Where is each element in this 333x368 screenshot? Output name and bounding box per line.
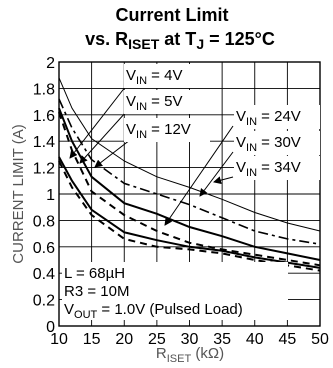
annotation-label-vin5: VIN = 5V [126,93,182,113]
y-tick-label: 2 [46,55,55,72]
x-tick-labels: 10 15 20 25 30 35 40 45 50 [50,331,329,348]
x-tick-label: 25 [148,331,166,348]
annotation-arrow-vin12 [94,139,131,168]
y-tick-label: 0.4 [33,266,55,283]
plot-frame [58,61,321,327]
annotation-bg-vin34 [234,156,320,180]
series-line-vin5v [58,156,321,269]
series-line-vin34v [58,77,321,232]
x-tick-label: 50 [311,331,329,348]
x-axis-label: RISET (kΩ) [156,345,224,365]
annotation-label-vin30: VIN = 30V [236,134,301,154]
y-tick-label: 0.2 [33,293,55,310]
annotation-arrow-vin34 [213,176,234,185]
x-tick-label: 35 [213,331,231,348]
y-tick-label: 0.8 [33,213,55,230]
annotation-arrow-vin5 [79,111,127,164]
annotation-label-vin34: VIN = 34V [236,159,301,179]
annotation-bg-vin24 [234,105,320,129]
y-tick-label: 0.6 [33,240,55,257]
chart-title-line1: Current Limit [115,5,228,25]
series-line-vin12v [58,111,321,267]
annotation-bg-vin5 [124,90,210,114]
x-tick-label: 15 [83,331,101,348]
y-tick-label: 0 [46,319,55,336]
annotation-arrow-vin24 [164,125,234,226]
condition-resistor: R3 = 10M [64,283,129,300]
x-tick-label: 45 [278,331,296,348]
conditions-background [62,262,288,320]
condition-inductor: L = 68µH [64,265,125,282]
annotation-label-vin24: VIN = 24V [236,108,301,128]
y-axis-label: CURRENT LIMIT (A) [10,124,27,263]
x-tick-label: 20 [115,331,133,348]
annotation-label-vin4: VIN = 4V [126,67,182,87]
annotation-bg-vin4 [124,64,210,88]
y-tick-label: 1.6 [33,108,55,125]
y-tick-label: 1.4 [33,134,55,151]
y-tick-label: 1.2 [33,161,55,178]
y-tick-label: 1.8 [33,81,55,98]
y-tick-labels: 0 0.2 0.4 0.6 0.8 1 1.2 1.4 1.6 1.8 2 [33,55,55,336]
x-tick-label: 30 [181,331,199,348]
series-annotations: VIN = 4V VIN = 5V VIN = 12V VIN = 24V VIN = … [69,64,320,226]
annotation-bg-vin30 [234,131,320,155]
annotation-arrow-vin30 [199,151,234,197]
conditions-block: L = 68µH R3 = 10M VOUT = 1.0V (Pulsed Lo… [62,262,288,321]
x-tick-label: 40 [246,331,264,348]
annotation-bg-vin12 [124,118,210,142]
series-line-vin30v [58,98,321,245]
annotation-label-vin12: VIN = 12V [126,121,191,141]
chart-title-line2: vs. RISET at TJ = 125°C [85,29,275,52]
y-tick-label: 1 [46,187,55,204]
condition-vout: VOUT = 1.0V (Pulsed Load) [64,301,243,321]
annotation-arrow-vin4 [69,85,127,159]
x-tick-label: 10 [50,331,68,348]
